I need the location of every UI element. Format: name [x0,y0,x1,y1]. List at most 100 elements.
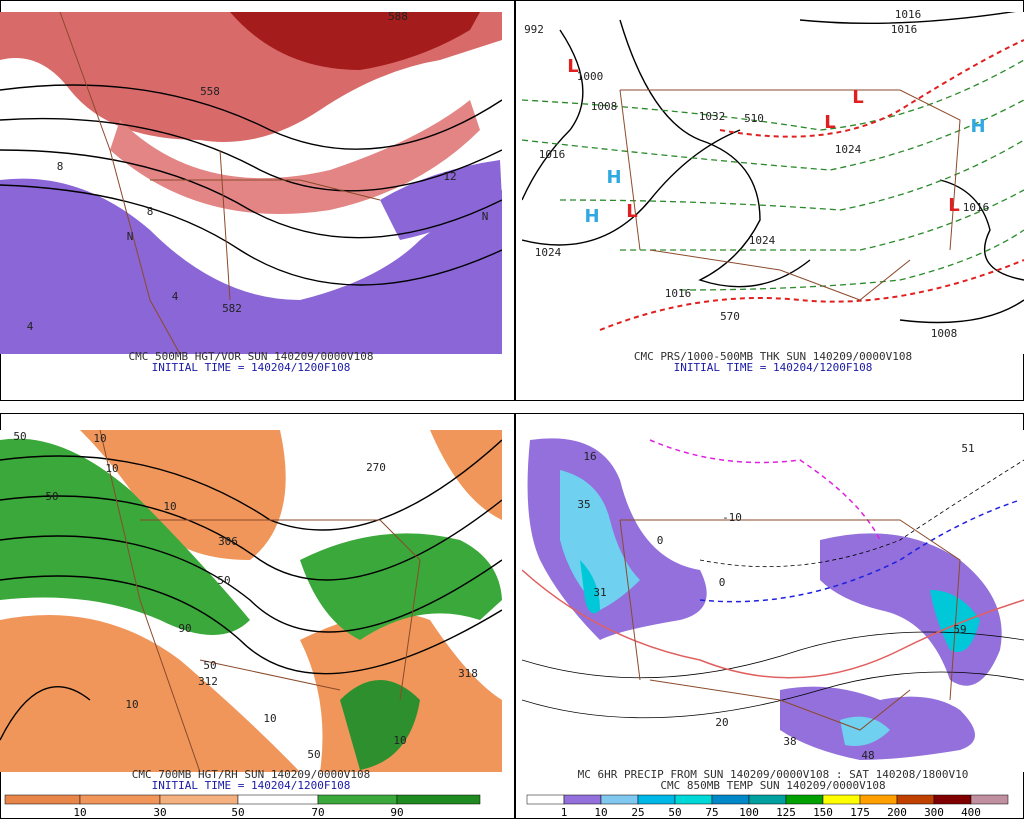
contour-label: 588 [388,10,408,23]
contour-label: 1016 [539,148,566,161]
contour-label: N [482,210,489,223]
contour-label: 10 [163,500,176,513]
colorbar-swatch [396,794,481,805]
contour-label: 1016 [891,23,918,36]
contour-label: 1008 [591,100,618,113]
contour-label: 0 [719,576,726,589]
contour-label: 1000 [577,70,604,83]
map-subcaption: INITIAL TIME = 140204/1200F108 [152,779,351,792]
contour-label: 4 [27,320,34,333]
contour-label: 1016 [963,201,990,214]
map-700mb [0,430,502,772]
colorbar-label: 50 [231,806,244,819]
contour-label: 51 [961,442,974,455]
colorbar-swatch [896,794,935,805]
colorbar-swatch [79,794,161,805]
contour-label: 1024 [835,143,862,156]
contour-label: 1016 [895,8,922,21]
contour-label: 10 [393,734,406,747]
contour-label: 0 [657,534,664,547]
colorbar-swatch [237,794,319,805]
contour-label: 570 [720,310,740,323]
colorbar-label: 10 [73,806,86,819]
contour-label: 306 [218,535,238,548]
map-subcaption: INITIAL TIME = 140204/1200F108 [674,361,873,374]
pressure-center: L [626,201,637,222]
contour-label: 8 [147,205,154,218]
contour-label: 35 [577,498,590,511]
contour-label: 1008 [931,327,958,340]
colorbar-swatch [4,794,81,805]
map-caption: CMC 700MB HGT/RH SUN 140209/0000V108 [132,768,370,781]
contour-label: 1016 [665,287,692,300]
colorbar-swatch [859,794,898,805]
colorbar-label: 70 [311,806,324,819]
pressure-center: H [606,167,621,188]
colorbar-label: 400 [961,806,981,819]
contour-label: 31 [593,586,606,599]
contour-label: 992 [524,23,544,36]
colorbar-label: 75 [705,806,718,819]
colorbar-label: 200 [887,806,907,819]
contour-label: 50 [45,490,58,503]
contour-label: 318 [458,667,478,680]
contour-label: 59 [953,623,966,636]
contour-label: 38 [783,735,796,748]
map-caption: CMC PRS/1000-500MB THK SUN 140209/0000V1… [634,350,912,363]
contour-label: 20 [715,716,728,729]
map-subcaption: CMC 850MB TEMP SUN 140209/0000V108 [660,779,885,792]
contour-label: 312 [198,675,218,688]
contour-label: 12 [443,170,456,183]
pressure-center: H [584,206,599,227]
colorbar-swatch [159,794,239,805]
contour-label: 50 [217,574,230,587]
colorbar-swatch [822,794,861,805]
pressure-center: H [970,116,985,137]
colorbar-label: 100 [739,806,759,819]
colorbar-label: 50 [668,806,681,819]
colorbar-swatch [637,794,676,805]
contour-label: 582 [222,302,242,315]
map-500mb [0,12,502,354]
colorbar-swatch [785,794,824,805]
contour-label: 8 [57,160,64,173]
contour-label: 48 [861,749,874,762]
contour-label: N [127,230,134,243]
contour-label: 50 [203,659,216,672]
map-pressure [522,12,1024,354]
contour-label: 50 [307,748,320,761]
colorbar-swatch [748,794,787,805]
colorbar-swatch [970,794,1009,805]
colorbar-swatch [317,794,398,805]
colorbar-swatch [674,794,713,805]
colorbar-swatch [711,794,750,805]
contour-label: -10 [722,511,742,524]
pressure-center: L [567,56,578,77]
pressure-center: L [852,87,863,108]
contour-label: 50 [13,430,26,443]
pressure-center: L [824,112,835,133]
colorbar-swatch [933,794,972,805]
colorbar-swatch [600,794,639,805]
contour-label: 10 [263,712,276,725]
colorbar-label: 10 [594,806,607,819]
map-subcaption: INITIAL TIME = 140204/1200F108 [152,361,351,374]
map-caption: MC 6HR PRECIP FROM SUN 140209/0000V108 :… [578,768,969,781]
contour-label: 510 [744,112,764,125]
contour-label: 1024 [749,234,776,247]
contour-label: 270 [366,461,386,474]
colorbar-swatch [563,794,602,805]
contour-label: 558 [200,85,220,98]
pressure-center: L [948,195,959,216]
colorbar-label: 300 [924,806,944,819]
colorbar-label: 90 [390,806,403,819]
contour-label: 1024 [535,246,562,259]
colorbar-label: 25 [631,806,644,819]
colorbar-label: 1 [561,806,568,819]
contour-label: 10 [125,698,138,711]
colorbar-label: 150 [813,806,833,819]
map-precip [522,430,1024,772]
contour-label: 16 [583,450,596,463]
contour-label: 10 [93,432,106,445]
